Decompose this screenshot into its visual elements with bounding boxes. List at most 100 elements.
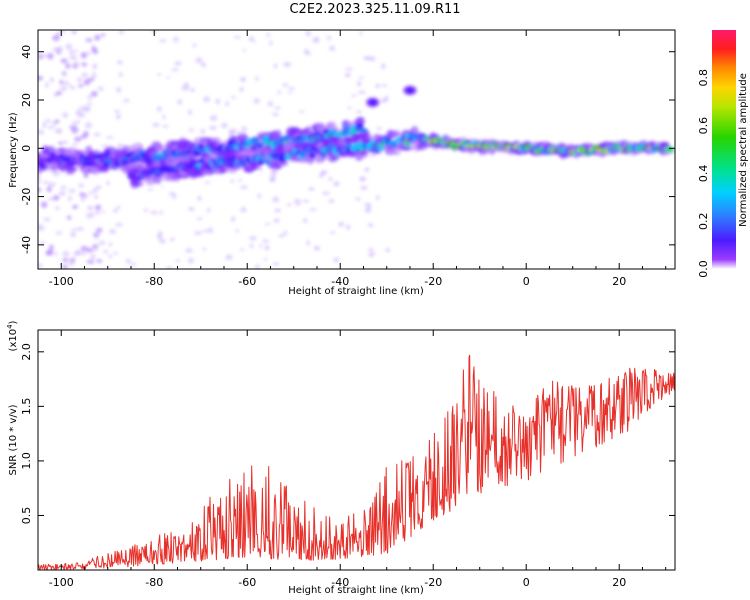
spectrogram-noise-speckle (116, 60, 123, 65)
spectrogram-noise-speckle (293, 198, 302, 204)
spectrogram-noise-speckle (92, 232, 100, 237)
spectrogram-noise-speckle (159, 39, 167, 43)
spectrogram-noise-speckle (98, 240, 106, 246)
spectrogram-noise-speckle (108, 241, 112, 248)
spectrogram-noise-speckle (368, 253, 373, 258)
spectrogram-noise-speckle (264, 222, 271, 226)
spectrogram-noise-speckle (385, 248, 391, 253)
spectrogram-noise-speckle (60, 58, 68, 64)
spectrogram-noise-speckle (273, 218, 280, 223)
spectrogram-noise-speckle (255, 76, 259, 81)
spectrogram-noise-speckle (86, 259, 95, 264)
spectrogram-noise-speckle (83, 172, 89, 178)
spectrogram-noise-speckle (59, 185, 67, 190)
spectrogram-noise-speckle (278, 234, 285, 238)
spectrogram-noise-speckle (38, 75, 44, 81)
spectrogram-noise-speckle (40, 201, 48, 209)
spectrogram-noise-speckle (355, 110, 363, 114)
spectrogram-noise-speckle (272, 198, 280, 203)
snr-x-tick-label: 20 (612, 576, 626, 589)
colorbar-tick-label: 0.4 (697, 165, 710, 183)
spectrogram-noise-speckle (70, 232, 77, 238)
spectrogram-cell (50, 164, 57, 173)
spectrogram-noise-speckle (58, 141, 63, 146)
spectrogram-noise-speckle (156, 106, 162, 112)
spectrogram-noise-speckle (354, 197, 361, 201)
spectrogram-noise-speckle (87, 94, 92, 101)
spectrogram-noise-speckle (93, 194, 99, 200)
snr-y-tick-label: 1.5 (20, 398, 33, 416)
spectrogram-x-tick-label: -100 (49, 275, 74, 288)
spectrogram-noise-speckle (59, 85, 68, 92)
spectrogram-noise-speckle (42, 53, 49, 58)
spectrogram-noise-speckle (196, 217, 203, 221)
spectrogram-noise-speckle (173, 36, 179, 43)
spectrogram-noise-speckle (38, 223, 44, 230)
spectrogram-noise-speckle (64, 81, 70, 86)
colorbar-label: Normalized spectral amplitude (738, 73, 749, 227)
spectrogram-noise-speckle (112, 208, 118, 213)
spectrogram-noise-speckle (91, 244, 99, 249)
spectrogram-noise-speckle (338, 221, 345, 227)
spectrogram-noise-speckle (58, 191, 66, 196)
spectrogram-noise-speckle (47, 52, 54, 60)
spectrogram-noise-speckle (76, 119, 81, 125)
spectrogram-cell (239, 132, 247, 140)
spectrogram-noise-speckle (255, 264, 260, 269)
spectrogram-peak (368, 99, 377, 106)
spectrogram-noise-speckle (103, 249, 109, 254)
spectrogram-noise-speckle (46, 249, 54, 255)
spectrogram-x-tick-label: -60 (238, 275, 256, 288)
spectrogram-x-tick-label: -40 (331, 275, 349, 288)
spectrogram-noise-speckle (303, 48, 309, 54)
spectrogram-noise-speckle (86, 212, 93, 219)
colorbar-tick-label: 0.2 (697, 212, 710, 230)
spectrogram-noise-speckle (55, 230, 62, 235)
spectrogram-noise-speckle (274, 106, 281, 110)
spectrogram-noise-speckle (306, 240, 311, 246)
spectrogram-noise-speckle (272, 196, 279, 200)
spectrogram-noise-speckle (90, 90, 98, 98)
spectrogram-noise-speckle (241, 126, 248, 132)
spectrogram-noise-speckle (369, 223, 374, 228)
spectrogram-noise-speckle (80, 52, 88, 59)
spectrogram-noise-speckle (47, 125, 54, 130)
spectrogram-noise-speckle (364, 207, 372, 213)
spectrogram-noise-speckle (97, 86, 104, 92)
spectrogram-noise-speckle (118, 30, 124, 35)
spectrogram-noise-speckle (273, 63, 278, 69)
spectrogram-noise-speckle (67, 215, 72, 221)
spectrogram-noise-speckle (185, 248, 193, 253)
spectrogram-y-tick-label: 40 (20, 45, 33, 59)
snr-plot-area (38, 330, 675, 570)
spectrogram-noise-speckle (252, 40, 256, 43)
spectrogram-noise-speckle (184, 82, 189, 87)
colorbar-tick-label: 0.6 (697, 117, 710, 135)
spectrogram-noise-speckle (283, 61, 292, 68)
snr-x-tick-label: -100 (49, 576, 74, 589)
spectrogram-noise-speckle (87, 191, 94, 195)
spectrogram-noise-speckle (55, 46, 63, 52)
spectrogram-noise-speckle (146, 188, 154, 191)
spectrogram-noise-speckle (172, 194, 176, 200)
spectrogram-noise-speckle (82, 130, 89, 138)
spectrogram-noise-speckle (62, 250, 70, 257)
spectrogram-noise-speckle (351, 94, 357, 98)
spectrogram-noise-speckle (160, 185, 164, 188)
spectrogram-noise-speckle (287, 91, 293, 94)
spectrogram-cell (410, 126, 419, 135)
spectrogram-noise-speckle (77, 77, 83, 83)
spectrogram-noise-speckle (263, 258, 268, 261)
spectrogram-y-tick-label: -40 (20, 236, 33, 254)
snr-y-tick-label: 2.0 (20, 343, 33, 361)
spectrogram-noise-speckle (125, 258, 131, 264)
spectrogram-noise-speckle (116, 87, 122, 93)
spectrogram-noise-speckle (71, 143, 79, 146)
spectrogram-noise-speckle (156, 233, 163, 240)
colorbar-gradient (712, 30, 736, 269)
spectrogram-noise-speckle (79, 192, 86, 198)
spectrogram-y-tick-label: 20 (20, 93, 33, 107)
spectrogram-noise-speckle (39, 241, 46, 245)
spectrogram-noise-speckle (215, 98, 221, 105)
spectrogram-noise-speckle (272, 262, 280, 266)
